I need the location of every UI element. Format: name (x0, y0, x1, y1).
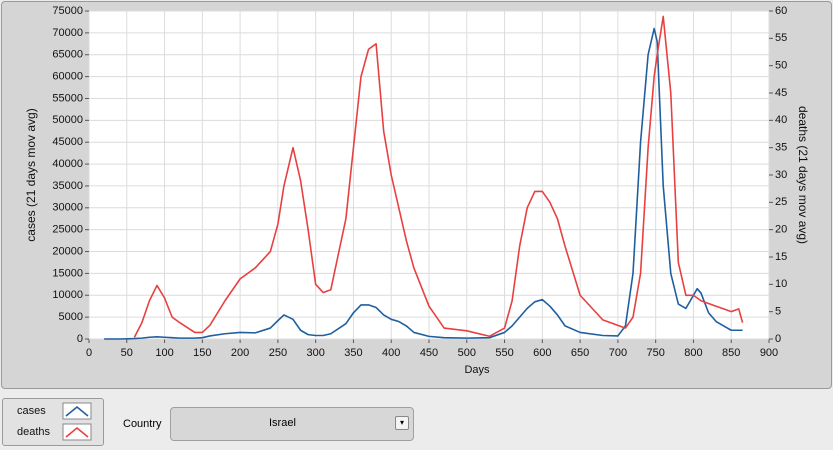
y2-tick-label: 20 (775, 224, 787, 236)
selected-country[interactable]: Israel (269, 417, 296, 429)
x-axis-label: Days (464, 364, 490, 376)
x-tick-label: 900 (760, 347, 778, 359)
y-tick-label: 0 (77, 333, 83, 345)
y2-tick-label: 25 (775, 196, 787, 208)
country-label: Country (123, 418, 162, 430)
dropdown-button[interactable]: ▾ (395, 416, 409, 430)
y2-tick-label: 40 (775, 114, 787, 126)
legend-graphic: cases deaths (17, 402, 92, 441)
y2-tick-label: 0 (775, 333, 781, 345)
y-tick-label: 65000 (52, 49, 83, 61)
y2-tick-label: 30 (775, 169, 787, 181)
y-tick-label: 55000 (52, 92, 83, 104)
x-tick-label: 200 (231, 347, 249, 359)
x-tick-label: 150 (193, 347, 211, 359)
x-tick-label: 700 (609, 347, 627, 359)
series-line (133, 15, 744, 338)
y2-tick-label: 10 (775, 278, 787, 290)
y-tick-label: 60000 (52, 71, 83, 83)
legend-swatch-box (62, 402, 92, 420)
y2-tick-label: 60 (775, 5, 787, 17)
y-tick-label: 30000 (52, 202, 83, 214)
y-tick-label: 75000 (52, 5, 83, 17)
country-dropdown[interactable]: Israel ▾ (170, 407, 414, 441)
y-tick-label: 50000 (52, 114, 83, 126)
legend-swatch (65, 426, 89, 438)
legend-label: deaths (17, 426, 51, 438)
legend-swatch-box (62, 423, 92, 441)
y-tick-label: 15000 (52, 267, 83, 279)
y-tick-label: 40000 (52, 158, 83, 170)
y-tick-label: 5000 (59, 311, 83, 323)
y-tick-label: 70000 (52, 27, 83, 39)
chart-panel: Days cases (21 days mov avg) deaths (21 … (1, 1, 832, 389)
x-tick-label: 500 (458, 347, 476, 359)
y-tick-label: 20000 (52, 245, 83, 257)
x-tick-label: 800 (684, 347, 702, 359)
x-tick-label: 650 (571, 347, 589, 359)
legend-swatch (65, 405, 89, 417)
x-tick-label: 250 (269, 347, 287, 359)
y-tick-label: 35000 (52, 180, 83, 192)
x-tick-label: 0 (86, 347, 92, 359)
y2-tick-label: 50 (775, 60, 787, 72)
y2-tick-label: 35 (775, 142, 787, 154)
series-line (104, 27, 743, 340)
y-tick-label: 45000 (52, 136, 83, 148)
x-tick-label: 450 (420, 347, 438, 359)
y2-tick-label: 5 (775, 306, 781, 318)
x-tick-label: 350 (344, 347, 362, 359)
x-tick-label: 100 (155, 347, 173, 359)
y2-axis-label: deaths (21 days mov avg) (796, 106, 810, 244)
chart: Days cases (21 days mov avg) deaths (21 … (24, 5, 810, 376)
x-tick-label: 50 (121, 347, 133, 359)
y2-tick-label: 15 (775, 251, 787, 263)
x-tick-label: 850 (722, 347, 740, 359)
y2-tick-label: 55 (775, 32, 787, 44)
x-tick-label: 400 (382, 347, 400, 359)
legend: cases deaths (2, 398, 104, 446)
y-tick-label: 25000 (52, 224, 83, 236)
x-tick-label: 300 (306, 347, 324, 359)
y2-tick-label: 45 (775, 87, 787, 99)
legend-label: cases (17, 405, 46, 417)
x-tick-label: 750 (646, 347, 664, 359)
y-tick-label: 10000 (52, 289, 83, 301)
x-tick-label: 550 (495, 347, 513, 359)
y-axis-label: cases (21 days mov avg) (24, 108, 38, 241)
x-tick-label: 600 (533, 347, 551, 359)
